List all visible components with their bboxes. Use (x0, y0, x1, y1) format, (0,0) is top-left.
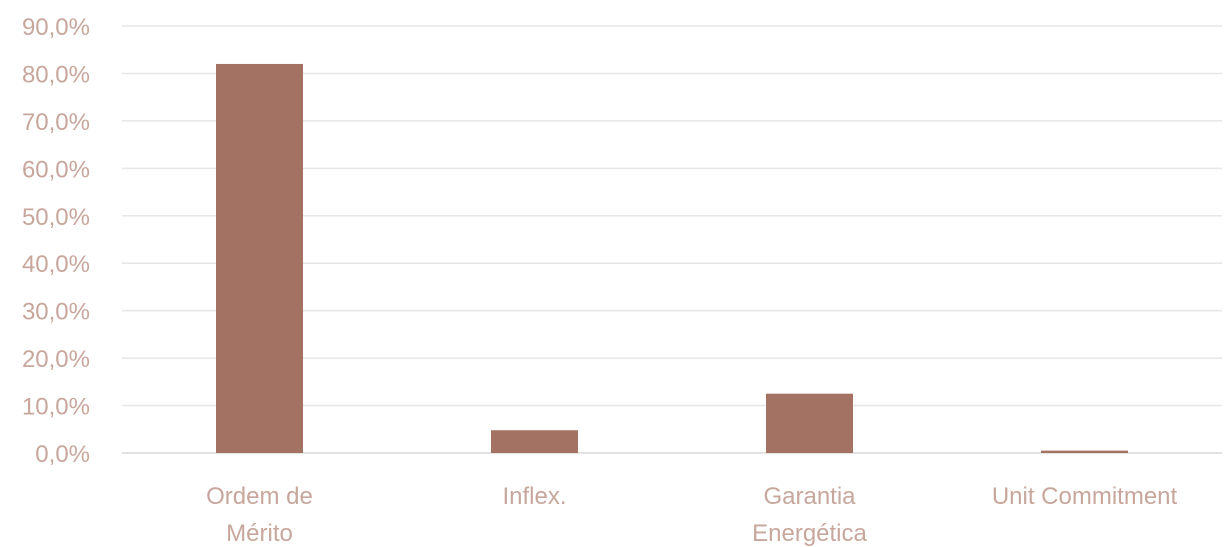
y-tick-label: 0,0% (35, 441, 90, 468)
bar (766, 393, 853, 453)
y-tick-label: 90,0% (22, 14, 90, 41)
y-tick-label: 30,0% (22, 299, 90, 326)
gridlines (122, 25, 1222, 454)
bar (216, 63, 303, 453)
x-tick-label: Inflex. (502, 483, 566, 510)
y-tick-label: 70,0% (22, 109, 90, 136)
y-axis-tick-labels: 0,0% 10,0% 20,0% 30,0% 40,0% 50,0% 60,0% 70,0% 8… (22, 14, 90, 468)
y-tick-label: 10,0% (22, 394, 90, 421)
y-tick-label: 40,0% (22, 251, 90, 278)
x-tick-label-line: Garantia (763, 483, 856, 510)
y-tick-label: 50,0% (22, 204, 90, 231)
bars (216, 63, 1128, 453)
x-tick-label-line: Inflex. (502, 483, 566, 510)
bar (491, 430, 578, 453)
x-axis-tick-labels: Ordem de Mérito Inflex. Garantia Energética U… (206, 483, 1177, 547)
x-tick-label: Unit Commitment (992, 483, 1178, 510)
x-tick-label-line: Ordem de (206, 483, 313, 510)
x-tick-label-line: Mérito (226, 520, 293, 547)
y-tick-label: 60,0% (22, 156, 90, 183)
x-tick-label-line: Energética (752, 520, 867, 547)
x-tick-label-line: Unit Commitment (992, 483, 1178, 510)
bar (1041, 450, 1128, 453)
x-tick-label: Ordem de Mérito (206, 483, 313, 547)
y-tick-label: 80,0% (22, 61, 90, 88)
x-tick-label: Garantia Energética (752, 483, 867, 547)
y-tick-label: 20,0% (22, 346, 90, 373)
